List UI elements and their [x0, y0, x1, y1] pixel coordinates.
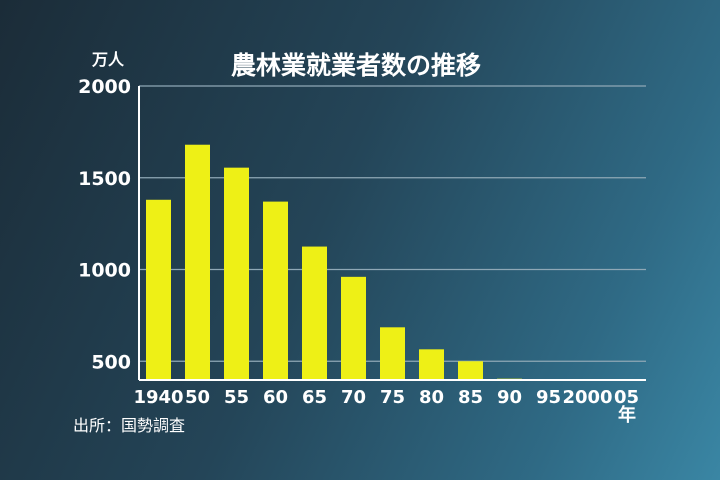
bar-50	[185, 144, 210, 380]
y-tick-label-500: 500	[91, 351, 131, 373]
x-tick-label-65: 65	[302, 387, 327, 408]
bar-75	[380, 327, 405, 380]
bar-85	[458, 361, 483, 380]
x-tick-label-60: 60	[263, 387, 288, 408]
bar-65	[302, 246, 327, 380]
x-tick-label-90: 90	[497, 387, 522, 408]
x-tick-label-95: 95	[536, 387, 561, 408]
x-tick-label-85: 85	[458, 387, 483, 408]
gridlines	[139, 85, 646, 362]
bar-70	[341, 276, 366, 380]
y-tick-label-1500: 1500	[78, 168, 131, 190]
x-tick-label-80: 80	[419, 387, 444, 408]
axes	[138, 86, 646, 381]
bar-1940	[146, 199, 171, 380]
x-tick-label-1940: 1940	[133, 387, 183, 408]
y-tick-label-1000: 1000	[78, 260, 131, 282]
chart-title: 農林業就業者数の推移	[231, 51, 481, 80]
bar-60	[263, 201, 288, 380]
bar-80	[419, 349, 444, 380]
x-tick-label-05: 05	[614, 387, 639, 408]
x-tick-label-55: 55	[224, 387, 249, 408]
bars	[146, 144, 522, 380]
y-tick-label-2000: 2000	[78, 76, 131, 98]
y-tick-labels: 500 1000 1500 2000	[78, 76, 131, 373]
x-tick-label-2000: 2000	[562, 387, 612, 408]
x-tick-label-70: 70	[341, 387, 366, 408]
y-unit-label: 万人	[91, 50, 125, 69]
x-unit-label: 年	[618, 404, 636, 426]
x-tick-label-50: 50	[185, 387, 210, 408]
source-note: 出所：国勢調査	[73, 416, 185, 435]
x-tick-label-75: 75	[380, 387, 405, 408]
bar-55	[224, 167, 249, 380]
x-tick-labels: 1940 50 55 60 65 70 75 80 85 90 95 2000 05	[133, 387, 639, 408]
